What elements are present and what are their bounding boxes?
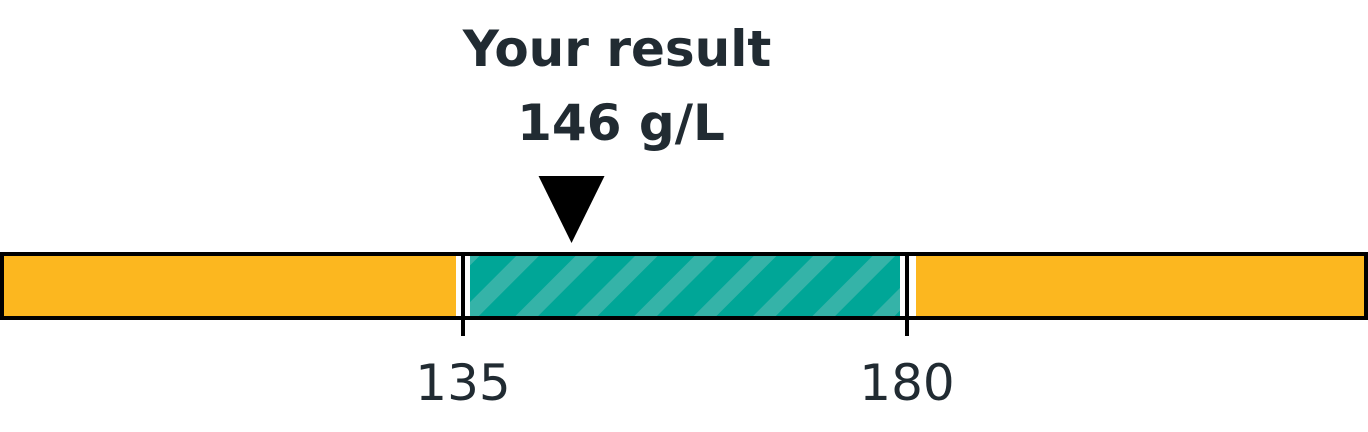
tick-label-high: 180 [859, 354, 954, 412]
above-range-segment [916, 256, 1364, 316]
normal-range-segment [470, 256, 900, 316]
result-value-label: 146 g/L [517, 94, 725, 152]
tick-label-low: 135 [415, 354, 510, 412]
below-range-segment [4, 256, 456, 316]
result-heading: Your result [462, 20, 772, 78]
result-marker-arrow [538, 176, 605, 243]
